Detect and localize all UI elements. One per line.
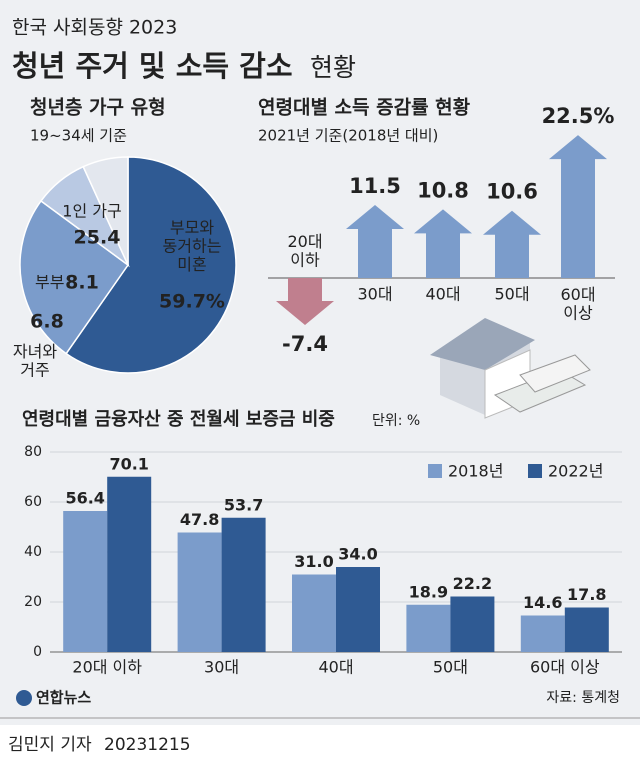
arrow-value-label: 11.5 [349,174,401,198]
bar-value-label: 47.8 [180,510,219,529]
bar [406,604,451,652]
legend-swatch [528,464,542,478]
y-tick-label: 80 [24,444,42,460]
arrow [549,135,607,278]
pie-subtitle: 19~34세 기준 [30,127,127,145]
arrow-value-label: 22.5% [542,104,615,128]
arrow [276,278,334,325]
pie-value-label: 59.7% [159,291,225,313]
arrow-category-label: 30대 [357,285,392,304]
bar-unit: 단위: % [372,413,420,429]
bar [221,517,266,652]
header-subtitle: 한국 사회동향 2023 [12,17,177,39]
pie-label: 자녀와 거주 [13,342,57,379]
bar-title: 연령대별 금융자산 중 전월세 보증금 비중 [22,409,335,430]
y-tick-label: 60 [24,494,42,510]
arrow [414,209,472,278]
bar-value-label: 18.9 [409,582,448,601]
source: 자료: 통계청 [546,690,620,706]
bar [107,476,152,652]
legend-label: 2022년 [548,462,603,481]
y-tick-label: 0 [33,644,42,660]
logo: 연합뉴스 [36,689,91,707]
pie-label: 부모와 동거하는 미혼 [163,218,222,274]
pie-label: 부부 [35,273,64,292]
legend-swatch [428,464,442,478]
arrow [483,210,541,278]
arrow-value-label: 10.6 [486,180,538,204]
pie-slice [19,199,130,355]
logo-icon [16,690,32,706]
arrow-category-label: 20대 이하 [287,232,322,269]
x-tick-label: 40대 [318,658,353,677]
pie-label: 1인 가구 [62,202,121,221]
header-title-suffix: 현황 [310,53,356,82]
date: 20231215 [104,735,191,755]
header-title: 청년 주거 및 소득 감소 [12,49,293,83]
pie-value-label: 25.4 [74,227,121,249]
bar-value-label: 31.0 [294,552,333,571]
x-tick-label: 50대 [433,658,468,677]
bar-value-label: 14.6 [523,593,562,612]
pie-value-label: 8.1 [65,272,99,294]
pie-title: 청년층 가구 유형 [30,97,166,119]
pie-slice [65,156,237,374]
bar [177,532,222,652]
x-tick-label: 60대 이상 [530,658,600,677]
bar [336,567,380,652]
x-tick-label: 30대 [204,658,239,677]
y-tick-label: 20 [24,594,42,610]
house-illustration [430,318,591,419]
x-tick-label: 20대 이하 [72,658,142,677]
bar [292,574,336,652]
bar-value-label: 53.7 [224,495,263,514]
arrow [346,204,404,278]
arrow-value-label: 10.8 [417,178,469,202]
arrow-subtitle: 2021년 기준(2018년 대비) [258,127,438,145]
bar [450,596,495,652]
bar-value-label: 70.1 [109,454,148,473]
pie-value-label: 6.8 [30,311,64,333]
arrow-category-label: 60대 이상 [560,285,595,322]
y-tick-label: 40 [24,544,42,560]
bar [520,615,565,652]
arrow-category-label: 50대 [494,285,529,304]
arrow-title: 연령대별 소득 증감률 현황 [258,96,471,119]
bar [63,511,108,652]
pie-slice [82,156,129,266]
bar [564,607,609,652]
bar-value-label: 22.2 [453,574,492,593]
byline: 김민지 기자 [8,735,92,755]
arrow-category-label: 40대 [425,285,460,304]
bar-value-label: 17.8 [567,585,606,604]
bar-value-label: 34.0 [338,545,377,564]
arrow-value-label: -7.4 [282,332,328,356]
bar-value-label: 56.4 [65,489,104,508]
legend-label: 2018년 [448,462,503,481]
